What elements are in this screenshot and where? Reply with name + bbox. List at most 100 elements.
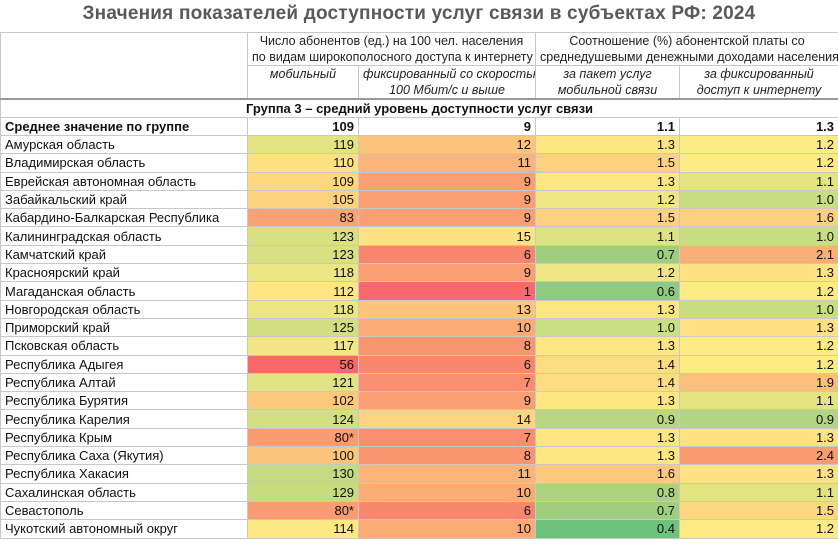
header-text: за пакет услуг [563, 67, 652, 81]
table-row: Республика Бурятия 102 9 1.3 1.1 [0, 391, 838, 411]
heatmap-cell: 11 [358, 153, 536, 173]
heatmap-cell: 119 [247, 134, 359, 155]
heatmap-cell: 80* [247, 427, 359, 448]
heatmap-cell: 1.2 [678, 519, 838, 539]
group-title-row: Группа 3 – средний уровень доступности у… [0, 98, 838, 118]
heatmap-cell: 9 [358, 391, 536, 411]
table-row: Сахалинская область 129 10 0.8 1.1 [0, 482, 838, 502]
header-corner [0, 32, 248, 100]
heatmap-cell: 118 [247, 299, 359, 319]
header-text: фиксированный со скоростью [363, 67, 536, 81]
heatmap-cell: 83 [247, 208, 359, 228]
table-row: Магаданская область 112 1 0.6 1.2 [0, 281, 838, 301]
heatmap-cell: 0.8 [535, 482, 680, 502]
region-name: Калининградская область [0, 226, 248, 246]
region-name: Еврейская автономная область [0, 171, 248, 191]
region-name: Чукотский автономный округ [0, 519, 248, 539]
heatmap-cell: 0.9 [678, 409, 838, 429]
heatmap-cell: 1.3 [535, 391, 680, 411]
heatmap-cell: 130 [247, 464, 359, 484]
heatmap-cell: 123 [247, 244, 359, 265]
heatmap-cell: 9 [358, 263, 536, 283]
mean-row-label: Среднее значение по группе [0, 117, 248, 136]
region-name: Сахалинская область [0, 482, 248, 502]
heatmap-cell: 1.3 [535, 446, 680, 466]
heatmap-cell: 6 [358, 500, 536, 521]
heatmap-cell: 2.1 [678, 244, 838, 265]
heatmap-cell: 7 [358, 372, 536, 393]
heatmap-cell: 1.4 [535, 354, 680, 374]
heatmap-cell: 9 [358, 171, 536, 191]
region-name: Приморский край [0, 317, 248, 338]
heatmap-cell: 2.4 [678, 446, 838, 466]
header-col-mobile: мобильный [247, 65, 359, 100]
heatmap-cell: 14 [358, 409, 536, 429]
heatmap-cell: 9 [358, 189, 536, 210]
table-row: Камчатский край 123 6 0.7 2.1 [0, 244, 838, 265]
table-row: Амурская область 119 12 1.3 1.2 [0, 134, 838, 155]
heatmap-cell: 1.1 [535, 226, 680, 246]
table-row: Калининградская область 123 15 1.1 1.0 [0, 226, 838, 246]
heatmap-cell: 1.2 [678, 281, 838, 301]
heatmap-cell: 129 [247, 482, 359, 502]
heatmap-cell: 1.1 [678, 482, 838, 502]
region-name: Псковская область [0, 336, 248, 356]
table-row: Республика Алтай 121 7 1.4 1.9 [0, 372, 838, 393]
header-text: среднедушевыми денежными доходами населе… [540, 50, 838, 64]
heatmap-cell: 1 [358, 281, 536, 301]
heatmap-cell: 0.6 [535, 281, 680, 301]
heatmap-cell: 6 [358, 354, 536, 374]
mean-value: 1.3 [678, 117, 838, 136]
region-name: Севастополь [0, 500, 248, 521]
region-name: Республика Бурятия [0, 391, 248, 411]
heatmap-cell: 1.3 [535, 134, 680, 155]
heatmap-cell: 80* [247, 500, 359, 521]
heatmap-cell: 0.9 [535, 409, 680, 429]
header-text: Соотношение (%) абонентской платы со [569, 34, 805, 48]
table-row: Республика Адыгея 56 6 1.4 1.2 [0, 354, 838, 374]
table-row: Забайкальский край 105 9 1.2 1.0 [0, 189, 838, 210]
region-name: Владимирская область [0, 153, 248, 173]
table-row: Еврейская автономная область 109 9 1.3 1.1 [0, 171, 838, 191]
heatmap-cell: 1.3 [535, 427, 680, 448]
heatmap-cell: 9 [358, 208, 536, 228]
header-text: по видам широкополосного доступа к интер… [252, 50, 533, 64]
header-group-ratio: Соотношение (%) абонентской платы со сре… [534, 32, 838, 66]
heatmap-cell: 125 [247, 317, 359, 338]
header-col-mobile-fee: за пакет услуг мобильной связи [535, 65, 680, 100]
heatmap-cell: 8 [358, 336, 536, 356]
header-text: мобильной связи [557, 83, 658, 97]
heatmap-cell: 105 [247, 189, 359, 210]
heatmap-cell: 1.6 [678, 208, 838, 228]
region-name: Красноярский край [0, 263, 248, 283]
data-table: Число абонентов (ед.) на 100 чел. населе… [0, 32, 838, 539]
heatmap-cell: 1.3 [535, 171, 680, 191]
table-row: Республика Крым 80* 7 1.3 1.3 [0, 427, 838, 448]
heatmap-cell: 13 [358, 299, 536, 319]
heatmap-cell: 1.5 [535, 153, 680, 173]
heatmap-cell: 124 [247, 409, 359, 429]
page-title: Значения показателей доступности услуг с… [82, 3, 756, 24]
region-name: Республика Саха (Якутия) [0, 446, 248, 466]
heatmap-cell: 1.9 [678, 372, 838, 393]
region-name: Республика Крым [0, 427, 248, 448]
heatmap-cell: 1.3 [678, 464, 838, 484]
header-text: за фиксированный [704, 67, 814, 81]
heatmap-cell: 112 [247, 281, 359, 301]
heatmap-cell: 0.4 [535, 519, 680, 539]
heatmap-cell: 1.3 [535, 299, 680, 319]
heatmap-cell: 1.2 [678, 134, 838, 155]
heatmap-cell: 1.5 [678, 500, 838, 521]
heatmap-cell: 1.2 [535, 263, 680, 283]
header-text: доступ к интернету [696, 83, 822, 97]
region-name: Республика Карелия [0, 409, 248, 429]
mean-row: Среднее значение по группе 109 9 1.1 1.3 [0, 117, 838, 136]
table-row: Республика Саха (Якутия) 100 8 1.3 2.4 [0, 446, 838, 466]
heatmap-cell: 15 [358, 226, 536, 246]
heatmap-cell: 118 [247, 263, 359, 283]
heatmap-cell: 11 [358, 464, 536, 484]
heatmap-cell: 1.2 [535, 189, 680, 210]
table-row: Севастополь 80* 6 0.7 1.5 [0, 500, 838, 521]
heatmap-cell: 8 [358, 446, 536, 466]
heatmap-cell: 1.0 [535, 317, 680, 338]
